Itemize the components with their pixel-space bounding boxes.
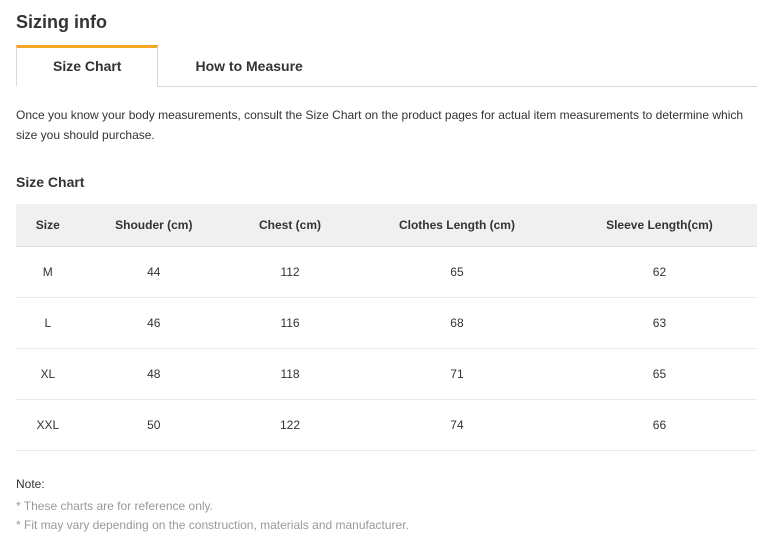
tab-size-chart[interactable]: Size Chart (16, 45, 158, 87)
cell: 50 (80, 399, 228, 450)
table-row: L 46 116 68 63 (16, 297, 757, 348)
tab-how-to-measure[interactable]: How to Measure (158, 45, 339, 86)
table-header-row: Size Shouder (cm) Chest (cm) Clothes Len… (16, 204, 757, 247)
cell: 112 (228, 246, 352, 297)
intro-text: Once you know your body measurements, co… (16, 105, 757, 146)
note-title: Note: (16, 477, 757, 491)
cell: 68 (352, 297, 562, 348)
page-title: Sizing info (16, 12, 757, 33)
cell: 63 (562, 297, 757, 348)
cell: XL (16, 348, 80, 399)
col-clothes-length: Clothes Length (cm) (352, 204, 562, 247)
cell: 46 (80, 297, 228, 348)
cell: XXL (16, 399, 80, 450)
cell: 48 (80, 348, 228, 399)
cell: 71 (352, 348, 562, 399)
cell: 74 (352, 399, 562, 450)
col-size: Size (16, 204, 80, 247)
cell: 62 (562, 246, 757, 297)
table-row: XL 48 118 71 65 (16, 348, 757, 399)
cell: M (16, 246, 80, 297)
cell: 65 (352, 246, 562, 297)
tab-bar: Size Chart How to Measure (16, 45, 757, 87)
table-row: M 44 112 65 62 (16, 246, 757, 297)
note-line: * Fit may vary depending on the construc… (16, 516, 757, 535)
cell: L (16, 297, 80, 348)
size-chart-subtitle: Size Chart (16, 174, 757, 190)
table-row: XXL 50 122 74 66 (16, 399, 757, 450)
cell: 65 (562, 348, 757, 399)
col-sleeve-length: Sleeve Length(cm) (562, 204, 757, 247)
cell: 66 (562, 399, 757, 450)
note-line: * These charts are for reference only. (16, 497, 757, 516)
cell: 44 (80, 246, 228, 297)
cell: 118 (228, 348, 352, 399)
col-shoulder: Shouder (cm) (80, 204, 228, 247)
cell: 116 (228, 297, 352, 348)
size-chart-table: Size Shouder (cm) Chest (cm) Clothes Len… (16, 204, 757, 451)
cell: 122 (228, 399, 352, 450)
col-chest: Chest (cm) (228, 204, 352, 247)
